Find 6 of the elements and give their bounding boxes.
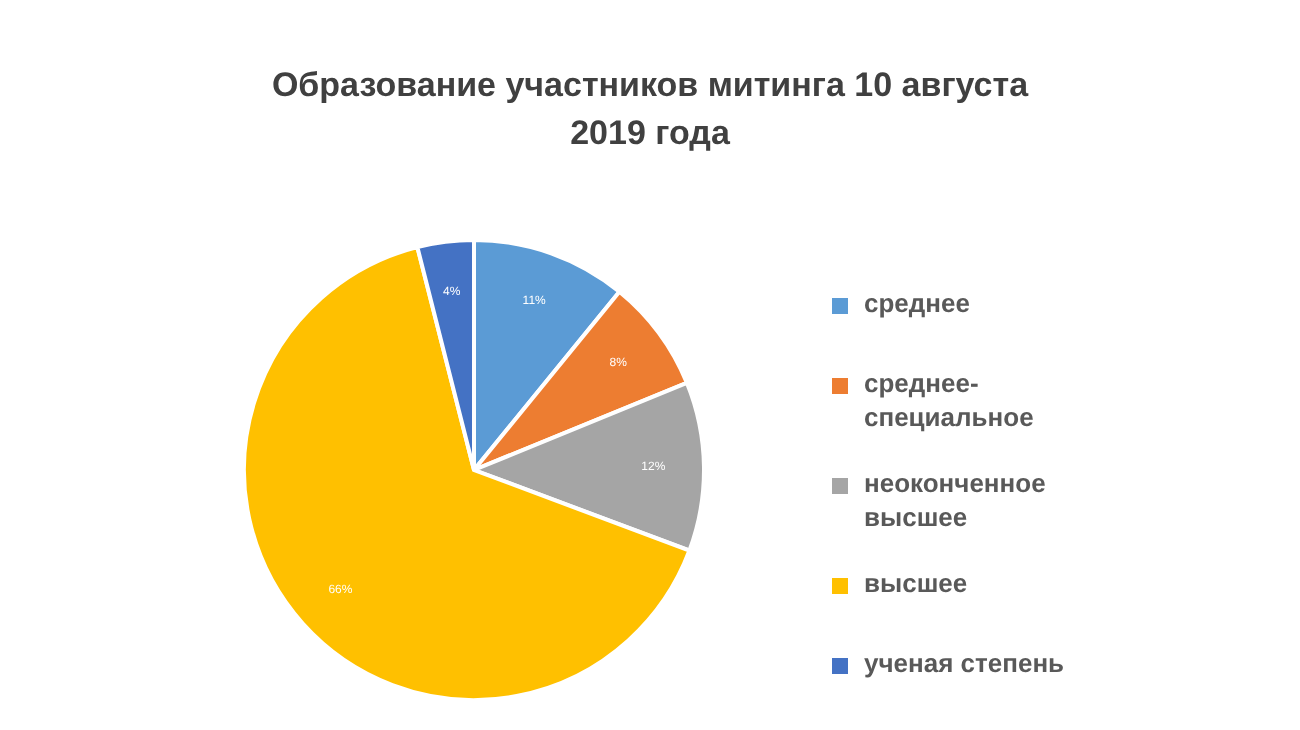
legend-label: среднее <box>864 288 970 319</box>
legend-label: неоконченное высшее <box>864 468 1046 533</box>
legend-label: ученая степень <box>864 648 1065 679</box>
legend-label: высшее <box>864 568 968 599</box>
chart-title: Образование участников митинга 10 августа 2019 года <box>271 66 1030 152</box>
legend-label: среднее-специальное <box>864 368 1034 433</box>
